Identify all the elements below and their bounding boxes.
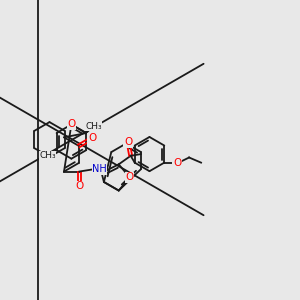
Text: O: O: [75, 181, 83, 191]
Text: O: O: [88, 133, 96, 143]
Text: O: O: [126, 172, 134, 182]
Text: CH₃: CH₃: [85, 122, 102, 131]
Text: O: O: [67, 119, 76, 130]
Text: CH₃: CH₃: [39, 151, 56, 160]
Text: O: O: [124, 137, 132, 147]
Text: O: O: [173, 158, 181, 168]
Text: NH: NH: [92, 164, 107, 175]
